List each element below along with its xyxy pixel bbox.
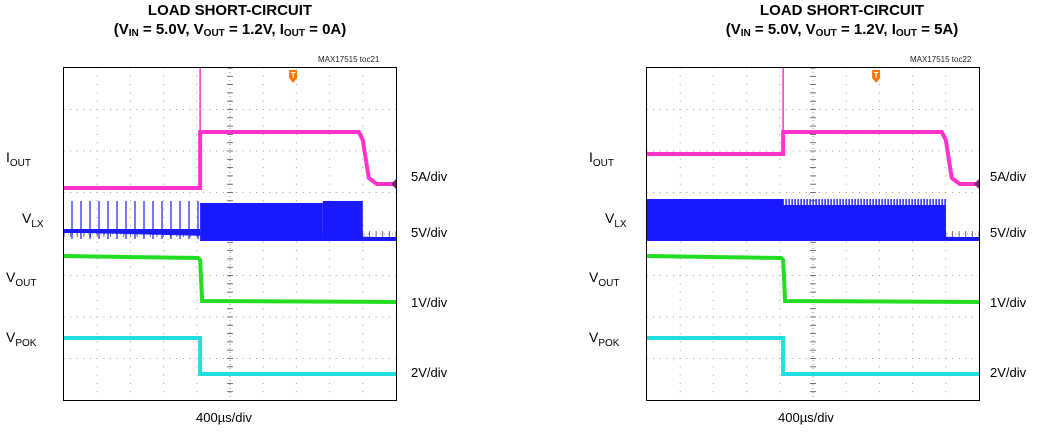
trace-iout [647,68,979,186]
scope-screen: T [646,67,980,401]
figure-tag: MAX17515 toc22 [910,55,972,64]
scale-vout: 1V/div [411,295,448,310]
scope-panel-toc22: LOAD SHORT-CIRCUIT (VIN = 5.0V, VOUT = 1… [521,0,1042,435]
trace-vout [64,254,396,304]
scope-panel-toc21: LOAD SHORT-CIRCUIT (VIN = 5.0V, VOUT = 1… [6,2,448,425]
chart-title: LOAD SHORT-CIRCUIT [147,2,313,19]
channel-label-vout: VOUT [6,269,37,289]
timebase-label: 400µs/div [196,410,252,425]
timebase-label: 400µs/div [778,410,834,425]
trigger-marker: T [289,70,298,83]
scale-iout: 5A/div [990,169,1027,184]
channel-label-iout: IOUT [6,149,31,169]
channel-label-vpok: VPOK [6,329,37,349]
trigger-marker: T [872,70,881,83]
trigger-marker-label: T [291,71,296,80]
chart-title: LOAD SHORT-CIRCUIT [759,2,925,19]
scale-vpok: 2V/div [411,365,448,380]
level-marker [974,179,979,189]
scope-screen: T [63,67,397,401]
level-marker [391,179,396,189]
channel-label-vlx: VLX [22,210,44,230]
trace-iout [64,68,396,190]
scale-vlx: 5V/div [990,225,1027,240]
trace-vpok [64,336,396,376]
scale-vlx: 5V/div [411,225,448,240]
trace-vlx [647,199,979,241]
figure-tag: MAX17515 toc21 [318,55,380,64]
scope-traces: T [64,68,396,400]
chart-subtitle: (VIN = 5.0V, VOUT = 1.2V, IOUT = 5A) [725,21,959,39]
trigger-marker-label: T [874,71,879,80]
chart-subtitle: (VIN = 5.0V, VOUT = 1.2V, IOUT = 0A) [113,21,347,39]
channel-label-iout: IOUT [589,149,614,169]
channel-label-vlx: VLX [605,210,627,230]
channel-label-vpok: VPOK [589,329,620,349]
scope-traces: T [647,68,979,400]
channel-label-vout: VOUT [589,269,620,289]
trace-vout [647,254,979,304]
trace-vpok [647,336,979,376]
scale-vpok: 2V/div [990,365,1027,380]
trace-vlx [64,201,396,241]
scale-vout: 1V/div [990,295,1027,310]
scale-iout: 5A/div [411,169,448,184]
